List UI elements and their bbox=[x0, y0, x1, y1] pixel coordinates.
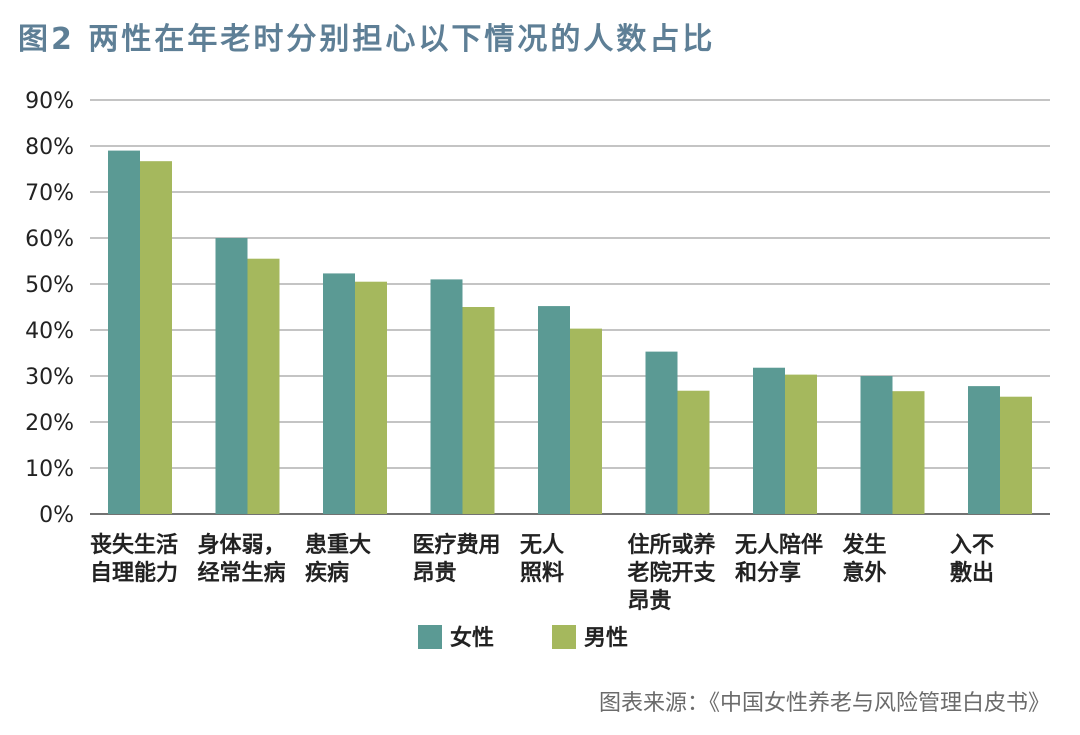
bar-female bbox=[430, 279, 463, 514]
y-tick-label: 90% bbox=[25, 89, 74, 114]
legend: 女性 男性 bbox=[418, 625, 628, 651]
bar-female bbox=[860, 376, 893, 514]
y-axis-tick-labels: 0% 10% 20% 30% 40% 50% 60% 70% 80% 90% bbox=[25, 89, 74, 528]
y-tick-label: 20% bbox=[25, 411, 74, 436]
bar-male bbox=[1000, 396, 1032, 514]
bar-male bbox=[570, 328, 602, 514]
bar-female bbox=[968, 386, 1000, 514]
legend-swatch bbox=[418, 625, 442, 649]
bars bbox=[108, 150, 1032, 514]
bar-male bbox=[677, 390, 710, 514]
y-tick-label: 70% bbox=[25, 181, 74, 206]
bar-female bbox=[108, 150, 140, 514]
source-note: 图表来源：《中国女性养老与风险管理白皮书》 bbox=[598, 691, 1050, 716]
y-tick-label: 10% bbox=[25, 457, 74, 482]
y-tick-label: 50% bbox=[25, 273, 74, 298]
y-tick-label: 40% bbox=[25, 319, 74, 344]
bar-male bbox=[140, 161, 172, 514]
x-category-label: 医疗费用昂贵 bbox=[413, 532, 501, 586]
bar-female bbox=[323, 273, 355, 514]
x-category-label: 发生意外 bbox=[842, 532, 887, 586]
bar-male bbox=[355, 281, 387, 514]
bar-chart: 0% 10% 20% 30% 40% 50% 60% 70% 80% 90% 丧失生活自理能力身体… bbox=[25, 89, 1050, 651]
x-category-label: 无人照料 bbox=[520, 533, 564, 586]
x-category-label: 住所或养老院开支昂贵 bbox=[627, 532, 717, 614]
y-tick-label: 80% bbox=[25, 135, 74, 160]
x-category-label: 身体弱，经常生病 bbox=[198, 532, 286, 586]
legend-label: 女性 bbox=[450, 625, 494, 651]
y-tick-label: 30% bbox=[25, 365, 74, 390]
x-category-label: 丧失生活自理能力 bbox=[90, 532, 178, 586]
x-category-label: 入不敷出 bbox=[950, 533, 994, 586]
bar-male bbox=[462, 307, 495, 514]
chart-title: 图2 两性在年老时分别担心以下情况的人数占比 bbox=[18, 22, 716, 57]
bar-male bbox=[785, 374, 817, 514]
bar-male bbox=[892, 391, 925, 514]
bar-female bbox=[538, 306, 570, 514]
y-tick-label: 0% bbox=[39, 503, 74, 528]
bar-male bbox=[247, 258, 280, 514]
bar-female bbox=[215, 238, 248, 514]
bar-female bbox=[753, 367, 785, 514]
bar-female bbox=[645, 351, 678, 514]
legend-swatch bbox=[552, 625, 576, 649]
legend-label: 男性 bbox=[584, 626, 628, 651]
x-category-label: 无人陪伴和分享 bbox=[735, 532, 823, 586]
x-category-label: 患重大疾病 bbox=[305, 532, 371, 586]
y-tick-label: 60% bbox=[25, 227, 74, 252]
